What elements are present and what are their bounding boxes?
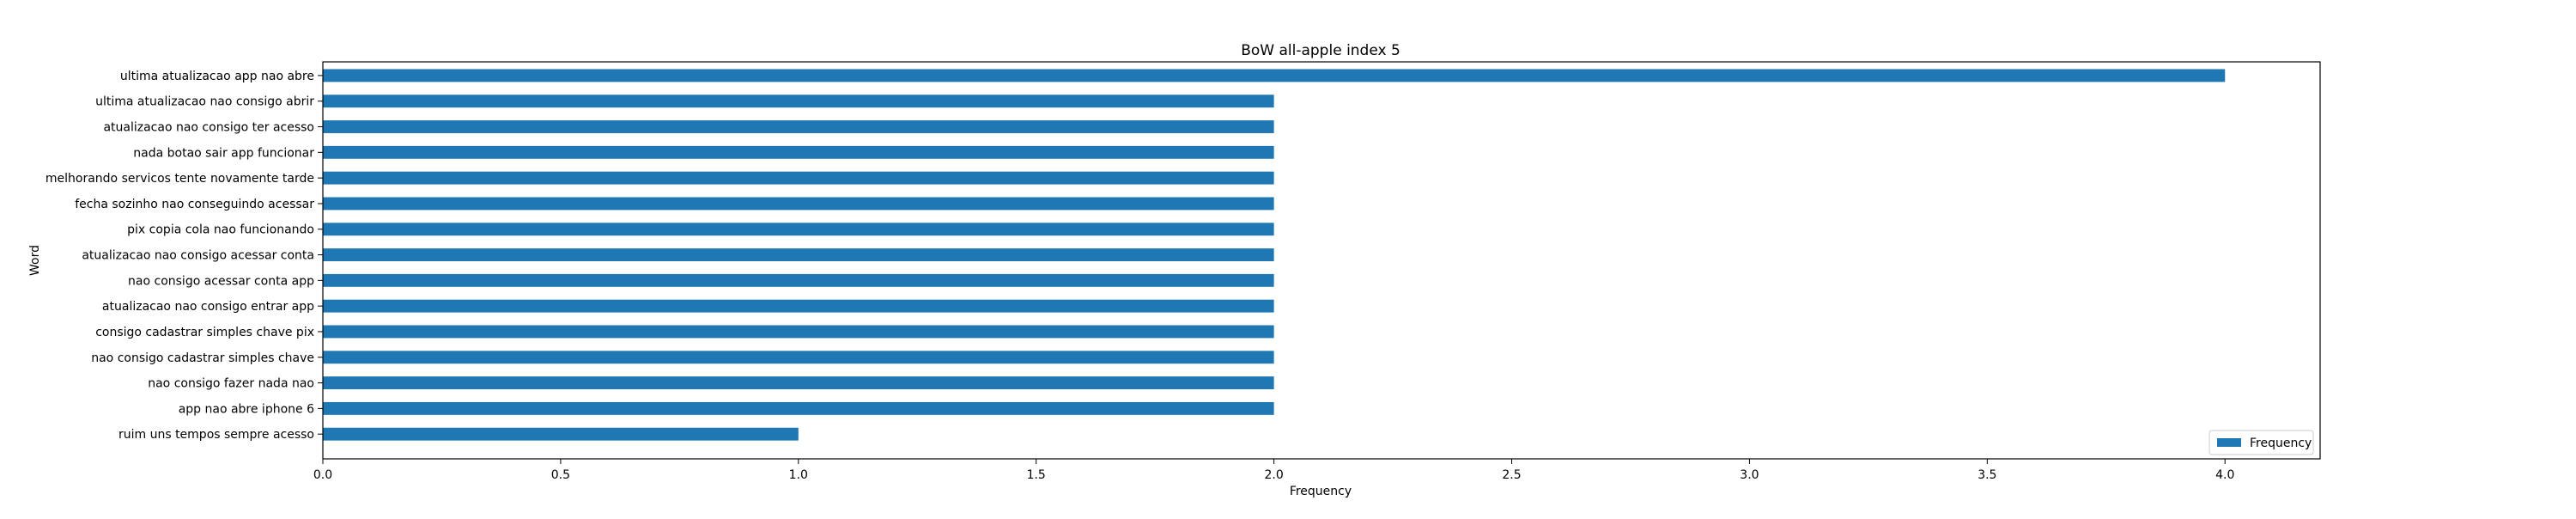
chart-title: BoW all-apple index 5 bbox=[1241, 42, 1400, 59]
plot-frame bbox=[322, 61, 2321, 460]
bar bbox=[323, 427, 799, 441]
bar bbox=[323, 69, 2226, 82]
y-tick-label: atualizacao nao consigo ter acesso bbox=[103, 121, 314, 135]
bar bbox=[323, 171, 1274, 185]
bar bbox=[323, 197, 1274, 211]
legend: Frequency bbox=[2208, 430, 2314, 455]
y-tick-label: pix copia cola nao funcionando bbox=[127, 223, 314, 237]
x-axis-ticks: 0.0 0.5 1.0 1.5 2.0 2.5 3.0 3.5 4.0 bbox=[313, 459, 2234, 482]
y-tick-label: app nao abre iphone 6 bbox=[179, 402, 314, 416]
bar bbox=[323, 145, 1274, 159]
y-tick-label: ruim uns tempos sempre acesso bbox=[118, 428, 314, 442]
y-tick-label: ultima atualizacao nao consigo abrir bbox=[95, 95, 314, 109]
x-tick-label: 2.5 bbox=[1502, 468, 1521, 482]
bar bbox=[323, 299, 1274, 313]
y-tick-label: nao consigo cadastrar simples chave bbox=[91, 351, 314, 365]
bar bbox=[323, 351, 1274, 364]
y-tick-label: atualizacao nao consigo acessar conta bbox=[82, 249, 314, 263]
bar bbox=[323, 273, 1274, 287]
y-axis-label: Word bbox=[28, 245, 42, 276]
x-tick-label: 1.0 bbox=[789, 468, 808, 482]
bar bbox=[323, 223, 1274, 236]
x-tick-label: 4.0 bbox=[2215, 468, 2234, 482]
x-axis-label: Frequency bbox=[1290, 485, 1352, 498]
y-tick-label: consigo cadastrar simples chave pix bbox=[95, 326, 314, 339]
x-tick-label: 3.0 bbox=[1740, 468, 1759, 482]
x-tick-label: 0.0 bbox=[313, 468, 332, 482]
y-tick-label: ultima atualizacao app nao abre bbox=[120, 70, 314, 83]
y-axis-ticks: ultima atualizacao app nao abre ultima at… bbox=[46, 70, 323, 442]
bar bbox=[323, 248, 1274, 261]
x-tick-label: 0.5 bbox=[551, 468, 570, 482]
legend-label: Frequency bbox=[2250, 437, 2312, 450]
y-tick-label: atualizacao nao consigo entrar app bbox=[102, 300, 314, 314]
bar bbox=[323, 95, 1274, 108]
bar bbox=[323, 120, 1274, 133]
y-tick-label: nada botao sair app funcionar bbox=[133, 146, 314, 160]
x-tick-label: 1.5 bbox=[1027, 468, 1046, 482]
y-tick-label: nao consigo acessar conta app bbox=[128, 274, 314, 288]
bar bbox=[323, 376, 1274, 390]
bar bbox=[323, 401, 1274, 415]
x-tick-label: 2.0 bbox=[1264, 468, 1283, 482]
bars-layer bbox=[323, 69, 2226, 441]
y-tick-label: melhorando servicos tente novamente tard… bbox=[46, 172, 314, 186]
x-tick-label: 3.5 bbox=[1978, 468, 1996, 482]
legend-box bbox=[2208, 430, 2314, 455]
y-tick-label: fecha sozinho nao conseguindo acessar bbox=[75, 198, 314, 211]
y-tick-label: nao consigo fazer nada nao bbox=[148, 377, 314, 391]
bar bbox=[323, 325, 1274, 339]
legend-swatch bbox=[2217, 438, 2241, 447]
